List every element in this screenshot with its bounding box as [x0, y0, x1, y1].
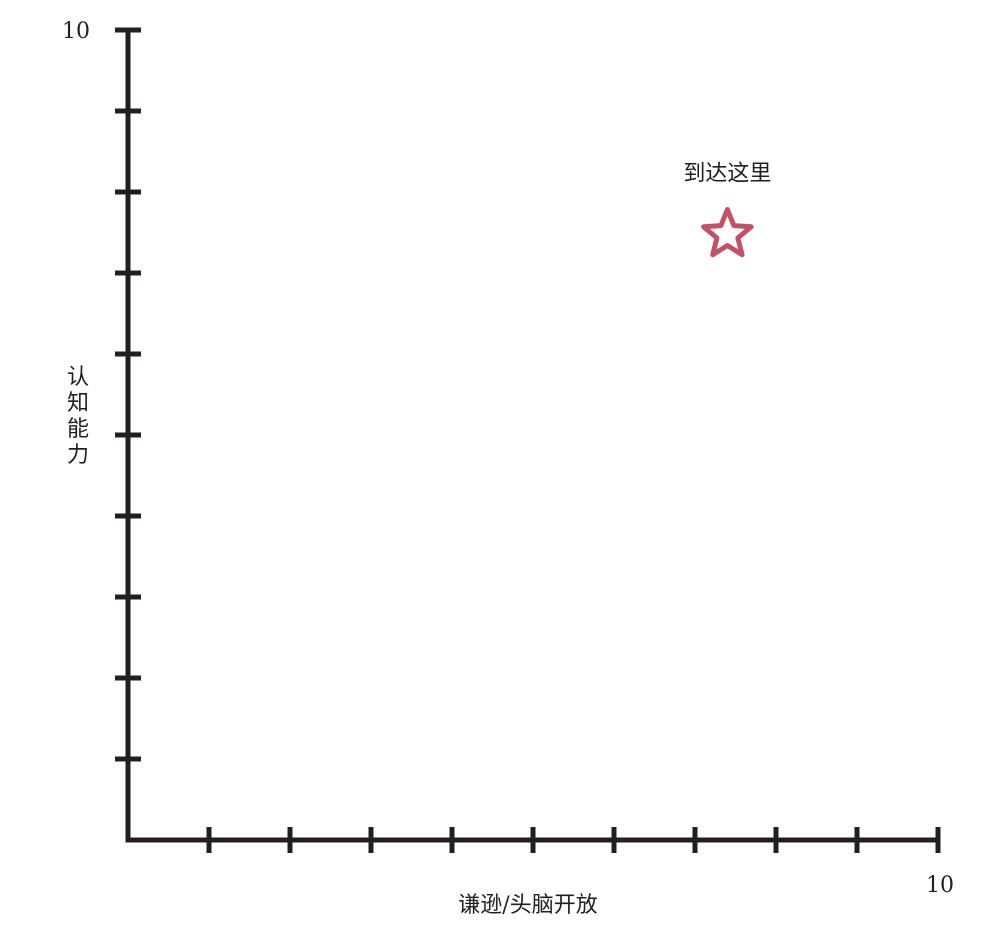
y-axis-label: 认知能力: [67, 365, 89, 468]
x-max-tick-label: 10: [926, 873, 954, 898]
points-group: 到达这里: [683, 162, 771, 258]
point-annotation: 到达这里: [683, 162, 771, 187]
star-marker-icon: [701, 207, 754, 258]
y-max-tick-label: 10: [62, 19, 90, 44]
ticks-group: [115, 108, 860, 853]
axes: [115, 27, 941, 853]
x-axis-label: 谦逊/头脑开放: [458, 893, 597, 918]
